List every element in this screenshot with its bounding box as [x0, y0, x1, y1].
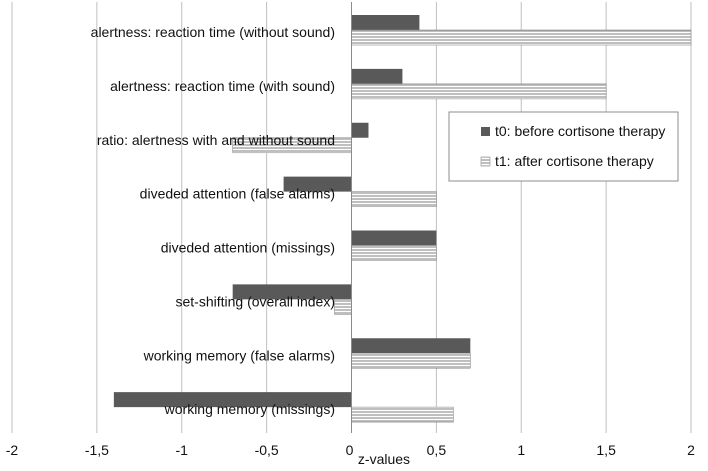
- x-tick-label: 2: [687, 442, 695, 458]
- category-label: alertness: reaction time (with sound): [110, 78, 335, 94]
- bar-t1: [351, 352, 471, 369]
- category-label: working memory (missings): [164, 401, 335, 417]
- category-labels: alertness: reaction time (without sound)…: [91, 24, 335, 417]
- bar-t0: [113, 392, 352, 408]
- x-tick-label: 1: [517, 442, 525, 458]
- category-label: ratio: alertness with and without sound: [97, 132, 335, 148]
- bar-t1: [351, 191, 437, 207]
- x-tick-label: 1,5: [596, 442, 616, 458]
- x-axis-tick-labels: -2 -1,5 -1 -0,5 0 0,5 1 1,5 2: [6, 442, 695, 458]
- bar-t1: [334, 299, 352, 315]
- bar-t1: [351, 29, 692, 46]
- x-tick-label: -1: [176, 442, 189, 458]
- category-label: diveded attention (missings): [161, 240, 335, 256]
- x-tick-label: -0,5: [255, 442, 279, 458]
- legend-swatch-t1: [480, 156, 491, 167]
- category-label: set-shifting (overall index): [175, 293, 335, 309]
- legend: t0: before cortisone therapy t1: after co…: [448, 111, 679, 182]
- legend-label-t1: t1: after cortisone therapy: [495, 153, 654, 169]
- bar-t0: [351, 230, 437, 246]
- bar-t0: [351, 68, 403, 84]
- bar-t0: [232, 284, 352, 300]
- x-tick-label: 0: [346, 442, 354, 458]
- bar-t1: [351, 406, 454, 423]
- bar-t1: [351, 245, 437, 261]
- legend-label-t0: t0: before cortisone therapy: [495, 123, 665, 139]
- x-tick-label: 0,5: [427, 442, 447, 458]
- bar-t1: [351, 83, 607, 100]
- x-axis-label: z-values: [358, 451, 410, 466]
- bar-t0: [351, 338, 471, 354]
- bars: [113, 2, 692, 433]
- legend-box: [448, 111, 679, 182]
- bar-t0: [283, 176, 352, 192]
- bar-t0: [351, 122, 369, 138]
- x-tick-label: -1,5: [85, 442, 109, 458]
- category-label: diveded attention (false alarms): [140, 186, 335, 202]
- bar-t0: [351, 15, 420, 30]
- category-label: working memory (false alarms): [143, 347, 335, 363]
- category-label: alertness: reaction time (without sound): [91, 24, 335, 40]
- legend-swatch-t0: [481, 127, 490, 136]
- x-tick-label: -2: [6, 442, 19, 458]
